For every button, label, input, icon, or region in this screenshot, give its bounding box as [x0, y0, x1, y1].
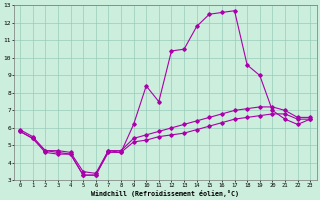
- X-axis label: Windchill (Refroidissement éolien,°C): Windchill (Refroidissement éolien,°C): [91, 190, 239, 197]
